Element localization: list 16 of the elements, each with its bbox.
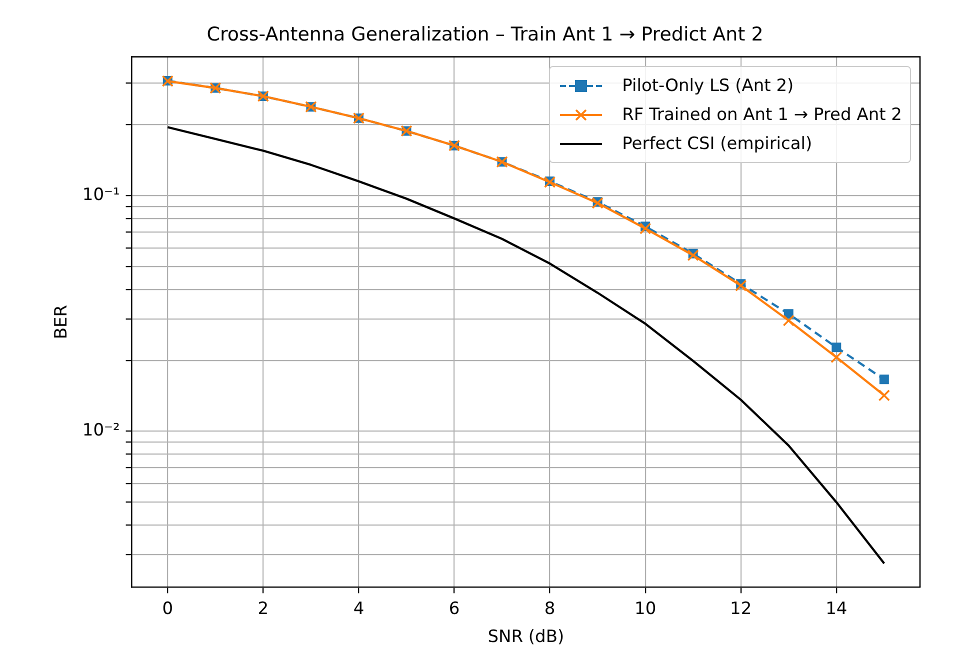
legend-label: Perfect CSI (empirical)	[622, 134, 812, 154]
x-tick-label: 12	[730, 598, 752, 619]
legend-label: Pilot-Only LS (Ant 2)	[622, 76, 794, 96]
x-tick-label: 0	[162, 598, 174, 619]
x-tick-label: 4	[353, 598, 364, 619]
y-tick-label: 10⁻²	[82, 420, 120, 441]
x-tick-label: 6	[448, 598, 460, 619]
x-tick-label: 10	[634, 598, 656, 619]
x-tick-label: 8	[544, 598, 556, 619]
x-axis-title: SNR (dB)	[488, 627, 564, 648]
x-tick-label: 14	[826, 598, 848, 619]
y-axis-title: BER	[52, 304, 72, 340]
y-tick-label: 10⁻¹	[82, 185, 120, 206]
x-tick-label: 2	[258, 598, 269, 619]
chart-title: Cross-Antenna Generalization – Train Ant 1 → Predict Ant 2	[206, 23, 764, 46]
legend-label: RF Trained on Ant 1 → Pred Ant 2	[622, 104, 902, 124]
